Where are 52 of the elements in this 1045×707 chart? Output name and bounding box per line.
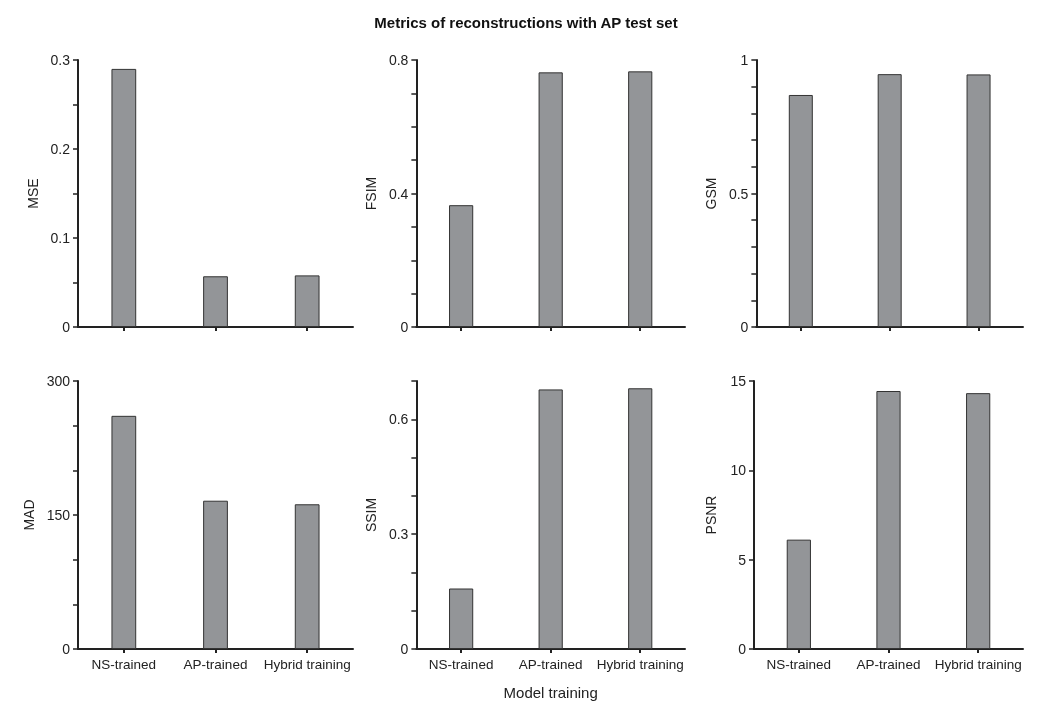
y-tick-label: 0.6 <box>388 411 409 428</box>
x-tick-label: NS-trained <box>91 656 157 672</box>
y-axis-title: PSNR <box>703 495 719 535</box>
x-tick-label: NS-trained <box>766 656 832 672</box>
y-axis-title: MSE <box>24 178 41 209</box>
bar <box>203 276 228 327</box>
x-tick-label: NS-trained <box>428 656 494 672</box>
x-tick-label: Hybrid training <box>596 656 684 672</box>
bar <box>294 275 320 327</box>
y-tick-label: 0.4 <box>388 185 409 202</box>
bar <box>786 539 811 649</box>
bar <box>538 72 563 327</box>
bar <box>876 391 901 649</box>
bar <box>628 71 653 327</box>
bar <box>966 393 991 649</box>
y-axis-title: SSIM <box>363 497 379 533</box>
bar <box>203 500 228 649</box>
bar <box>294 504 320 649</box>
x-tick-label: AP-trained <box>856 656 921 672</box>
y-tick-label: 0.3 <box>50 52 71 68</box>
chart-title: Metrics of reconstructions with AP test set <box>374 14 678 31</box>
y-tick-label: 0.8 <box>388 52 409 68</box>
y-tick-label: 10 <box>730 462 747 479</box>
y-tick-label: 150 <box>46 507 71 523</box>
y-tick-label: 0 <box>400 641 409 657</box>
y-tick-label: 0.2 <box>50 141 71 157</box>
y-axis-title: MAD <box>20 499 37 531</box>
x-tick-label: Hybrid training <box>263 656 351 672</box>
bar <box>449 588 474 649</box>
y-tick-label: 300 <box>46 373 71 389</box>
y-tick-label: 5 <box>738 551 747 568</box>
y-tick-label: 0.3 <box>388 526 409 543</box>
y-tick-label: 1 <box>740 52 749 68</box>
x-tick-label: AP-trained <box>183 656 248 672</box>
bar <box>449 205 474 327</box>
y-tick-label: 0 <box>62 319 71 335</box>
y-tick-label: 0 <box>400 319 409 335</box>
x-tick-label: AP-trained <box>518 656 583 672</box>
x-tick-label: Hybrid training <box>934 656 1022 672</box>
y-axis-title: FSIM <box>363 176 379 211</box>
y-tick-label: 0.5 <box>728 185 749 202</box>
x-axis-title: Model training <box>503 684 598 701</box>
y-tick-label: 0 <box>738 641 747 657</box>
y-tick-label: 0.1 <box>50 230 71 246</box>
y-tick-label: 0 <box>740 319 749 335</box>
y-tick-label: 0 <box>62 641 71 657</box>
y-tick-label: 15 <box>730 373 747 389</box>
bar <box>111 68 137 327</box>
y-axis-title: GSM <box>703 177 719 210</box>
bar <box>538 389 563 649</box>
bar <box>111 415 137 649</box>
bar <box>628 388 653 649</box>
